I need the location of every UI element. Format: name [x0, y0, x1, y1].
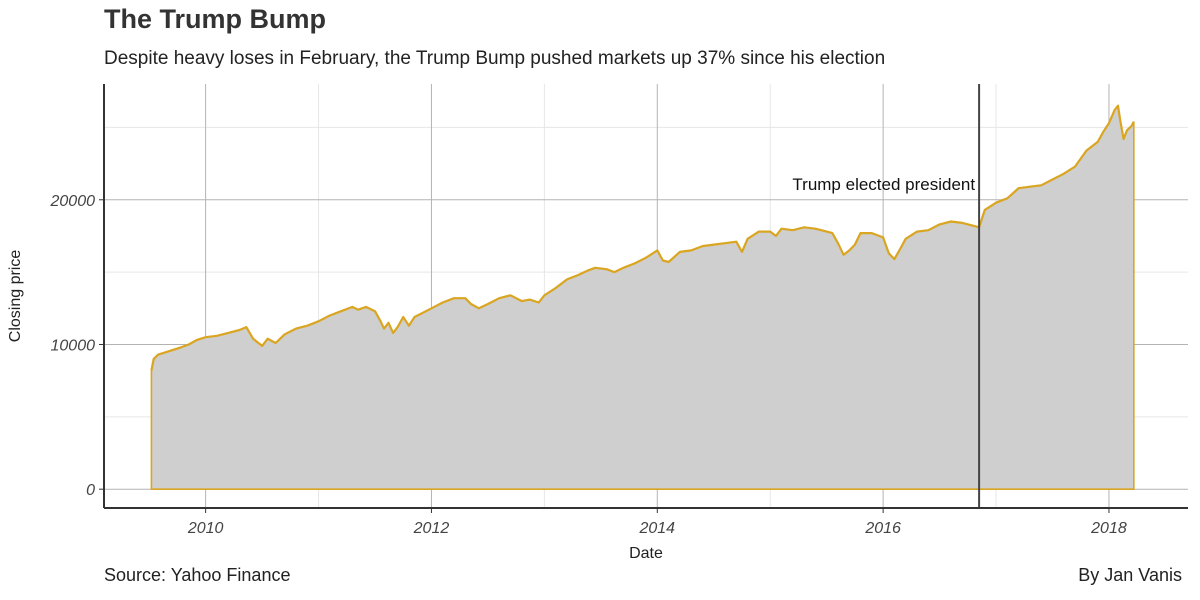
annotation-label: Trump elected president — [792, 175, 975, 194]
price-line — [150, 104, 1135, 371]
x-axis-title: Date — [629, 545, 663, 562]
x-tick-label: 2010 — [187, 520, 224, 537]
y-tick-label: 10000 — [51, 337, 96, 354]
author-caption: By Jan Vanis — [1078, 565, 1182, 585]
area-fill — [151, 105, 1134, 490]
y-tick-label: 20000 — [50, 193, 96, 210]
chart-title: The Trump Bump — [104, 4, 326, 34]
y-axis-title: Closing price — [7, 250, 24, 343]
y-axis-ticks: 0 10000 20000 — [50, 193, 104, 499]
source-caption: Source: Yahoo Finance — [104, 565, 291, 585]
x-axis-ticks: 2010 2012 2014 2016 2018 — [187, 508, 1127, 537]
area-outline — [150, 121, 1135, 490]
x-tick-label: 2014 — [638, 520, 675, 537]
chart-subtitle: Despite heavy loses in February, the Tru… — [104, 48, 886, 69]
x-tick-label: 2012 — [413, 520, 450, 537]
annotation-group: Trump elected president — [792, 84, 981, 508]
y-tick-label: 0 — [86, 482, 95, 499]
x-tick-label: 2018 — [1090, 520, 1127, 537]
x-tick-label: 2016 — [864, 520, 901, 537]
